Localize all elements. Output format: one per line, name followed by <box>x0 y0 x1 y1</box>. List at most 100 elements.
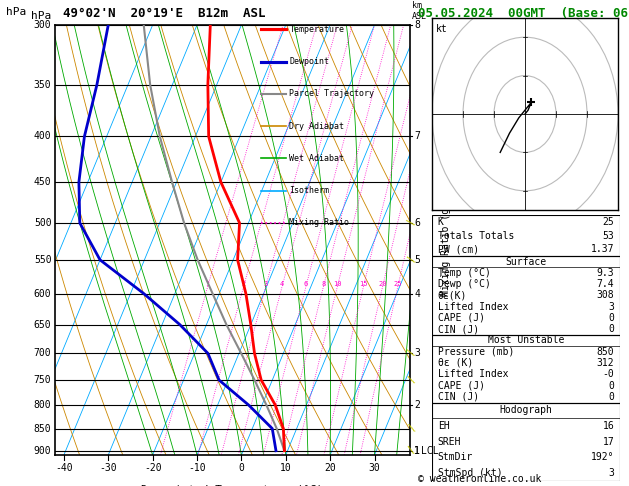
Text: Totals Totals: Totals Totals <box>438 231 514 241</box>
Text: 3: 3 <box>608 302 615 312</box>
Text: 4: 4 <box>280 281 284 287</box>
Text: 3: 3 <box>264 281 268 287</box>
Text: 10: 10 <box>333 281 342 287</box>
Text: EH: EH <box>438 421 449 431</box>
Text: 9.3: 9.3 <box>597 268 615 278</box>
Text: 3: 3 <box>608 468 615 478</box>
Text: 10: 10 <box>280 463 292 473</box>
Text: -10: -10 <box>188 463 206 473</box>
Text: Mixing Ratio (g/kg): Mixing Ratio (g/kg) <box>440 184 450 296</box>
Text: 15: 15 <box>359 281 367 287</box>
Text: 192°: 192° <box>591 452 615 463</box>
Text: -20: -20 <box>144 463 162 473</box>
Text: 450: 450 <box>34 177 52 187</box>
Text: 750: 750 <box>34 375 52 385</box>
Text: Hodograph: Hodograph <box>499 405 552 416</box>
Text: 1: 1 <box>206 281 209 287</box>
Text: CIN (J): CIN (J) <box>438 324 479 334</box>
Text: 2: 2 <box>415 400 420 410</box>
Text: 6: 6 <box>415 218 420 228</box>
Text: 850: 850 <box>34 424 52 434</box>
Text: 05.05.2024  00GMT  (Base: 06): 05.05.2024 00GMT (Base: 06) <box>418 7 629 20</box>
Text: Surface: Surface <box>506 257 547 267</box>
Text: CIN (J): CIN (J) <box>438 392 479 402</box>
Text: 312: 312 <box>597 358 615 368</box>
Text: Dewpoint: Dewpoint <box>289 57 330 66</box>
Text: 53: 53 <box>603 231 615 241</box>
Text: \: \ <box>406 347 416 359</box>
Text: 20: 20 <box>325 463 336 473</box>
Text: 0: 0 <box>608 313 615 323</box>
Text: Most Unstable: Most Unstable <box>488 335 564 346</box>
Text: 8: 8 <box>415 20 420 30</box>
Text: 1: 1 <box>415 446 420 456</box>
Text: Lifted Index: Lifted Index <box>438 369 508 379</box>
Text: kt: kt <box>436 24 447 34</box>
Text: Lifted Index: Lifted Index <box>438 302 508 312</box>
Text: -40: -40 <box>55 463 73 473</box>
Text: 500: 500 <box>34 218 52 228</box>
Text: Pressure (mb): Pressure (mb) <box>438 347 514 357</box>
Text: 3: 3 <box>415 348 420 358</box>
Bar <box>432 335 620 402</box>
Text: θε(K): θε(K) <box>438 291 467 300</box>
Text: K: K <box>438 217 443 227</box>
Text: Wet Adiabat: Wet Adiabat <box>289 154 344 163</box>
Text: CAPE (J): CAPE (J) <box>438 313 484 323</box>
Text: -0: -0 <box>603 369 615 379</box>
Text: hPa: hPa <box>31 11 52 21</box>
Text: hPa: hPa <box>6 7 26 17</box>
Text: 49°02'N  20°19'E  B12m  ASL: 49°02'N 20°19'E B12m ASL <box>63 7 265 20</box>
Text: © weatheronline.co.uk: © weatheronline.co.uk <box>418 473 542 484</box>
Text: Dry Adiabat: Dry Adiabat <box>289 122 344 131</box>
Text: 650: 650 <box>34 320 52 330</box>
Text: 308: 308 <box>597 291 615 300</box>
Text: 1.37: 1.37 <box>591 244 615 254</box>
Text: 4: 4 <box>415 289 420 298</box>
Text: 300: 300 <box>34 20 52 30</box>
Text: 800: 800 <box>34 400 52 410</box>
Text: 700: 700 <box>34 348 52 358</box>
Text: Temp (°C): Temp (°C) <box>438 268 491 278</box>
Text: 0: 0 <box>238 463 244 473</box>
Text: 0: 0 <box>608 324 615 334</box>
Text: 1: 1 <box>415 446 420 456</box>
Text: 2: 2 <box>242 281 245 287</box>
Text: 600: 600 <box>34 289 52 298</box>
Bar <box>432 256 620 335</box>
Text: 6: 6 <box>304 281 308 287</box>
Text: 850: 850 <box>597 347 615 357</box>
Text: Mixing Ratio: Mixing Ratio <box>289 218 349 227</box>
Text: Isotherm: Isotherm <box>289 186 330 195</box>
Text: Dewpoint / Temperature (°C): Dewpoint / Temperature (°C) <box>142 485 324 486</box>
Bar <box>432 215 620 256</box>
Text: \: \ <box>407 445 416 456</box>
Bar <box>432 402 620 481</box>
Text: 0: 0 <box>608 381 615 391</box>
Text: \: \ <box>406 217 417 229</box>
Text: Temperature: Temperature <box>289 25 344 34</box>
Text: 550: 550 <box>34 255 52 265</box>
Text: SREH: SREH <box>438 437 461 447</box>
Text: 400: 400 <box>34 132 52 141</box>
Text: 0: 0 <box>608 392 615 402</box>
Text: StmSpd (kt): StmSpd (kt) <box>438 468 503 478</box>
Text: 900: 900 <box>34 446 52 456</box>
Text: km
ASL: km ASL <box>412 1 426 21</box>
Text: \: \ <box>407 423 416 434</box>
Text: \: \ <box>406 254 416 266</box>
Text: 350: 350 <box>34 80 52 90</box>
Text: Dewp (°C): Dewp (°C) <box>438 279 491 289</box>
Text: StmDir: StmDir <box>438 452 473 463</box>
Text: 5: 5 <box>415 255 420 265</box>
Text: LCL: LCL <box>421 446 438 456</box>
Text: 25: 25 <box>603 217 615 227</box>
Text: \: \ <box>406 374 416 386</box>
Text: Parcel Trajectory: Parcel Trajectory <box>289 89 374 98</box>
Text: 25: 25 <box>393 281 402 287</box>
Text: θε (K): θε (K) <box>438 358 473 368</box>
Text: 7.4: 7.4 <box>597 279 615 289</box>
Text: 17: 17 <box>603 437 615 447</box>
Text: -30: -30 <box>99 463 117 473</box>
Text: 20: 20 <box>378 281 387 287</box>
